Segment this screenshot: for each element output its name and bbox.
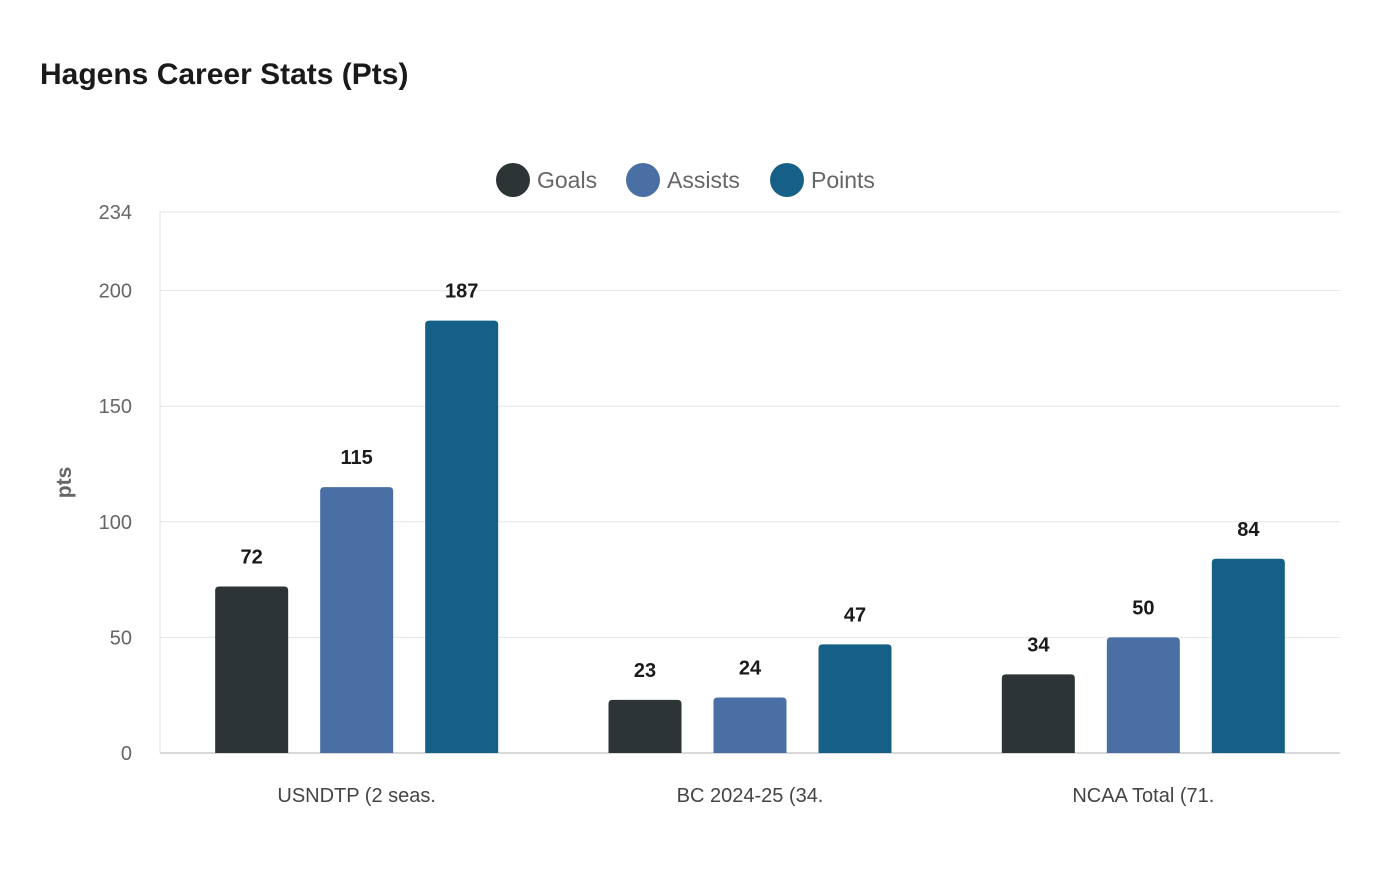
data-label: 47 xyxy=(844,604,866,626)
data-label: 34 xyxy=(1027,634,1050,656)
bar-assists xyxy=(320,487,394,753)
bar-goals xyxy=(1001,674,1075,753)
data-label: 187 xyxy=(445,281,478,303)
data-label: 24 xyxy=(739,658,762,680)
bar-points xyxy=(1211,558,1285,753)
legend-label-assists: Assists xyxy=(667,167,740,193)
y-tick-label: 234 xyxy=(99,202,132,224)
legend-marker-assists xyxy=(626,163,660,197)
x-tick-label: NCAA Total (71. xyxy=(1072,785,1214,807)
y-tick-label: 50 xyxy=(110,627,132,649)
data-label: 84 xyxy=(1237,519,1260,541)
legend-label-points: Points xyxy=(811,167,875,193)
y-tick-label: 150 xyxy=(99,396,132,418)
data-label: 115 xyxy=(341,447,373,469)
x-tick-label: BC 2024-25 (34. xyxy=(677,785,824,807)
legend-label-goals: Goals xyxy=(537,167,597,193)
bar-goals xyxy=(215,586,289,753)
y-tick-label: 0 xyxy=(121,743,132,765)
bar-goals xyxy=(608,699,682,753)
bar-points xyxy=(425,320,499,753)
bar-assists xyxy=(713,697,787,753)
y-tick-label: 200 xyxy=(99,281,132,303)
bar-points xyxy=(818,644,892,753)
bar-assists xyxy=(1106,637,1180,753)
data-label: 72 xyxy=(241,547,263,569)
legend-marker-points xyxy=(770,163,804,197)
legend-marker-goals xyxy=(496,163,530,197)
x-tick-label: USNDTP (2 seas. xyxy=(277,785,436,807)
y-axis-title: pts xyxy=(53,467,76,499)
chart-title: Hagens Career Stats (Pts) xyxy=(40,58,409,91)
data-label: 50 xyxy=(1132,597,1154,619)
y-tick-label: 100 xyxy=(99,512,132,534)
data-label: 23 xyxy=(634,660,656,682)
